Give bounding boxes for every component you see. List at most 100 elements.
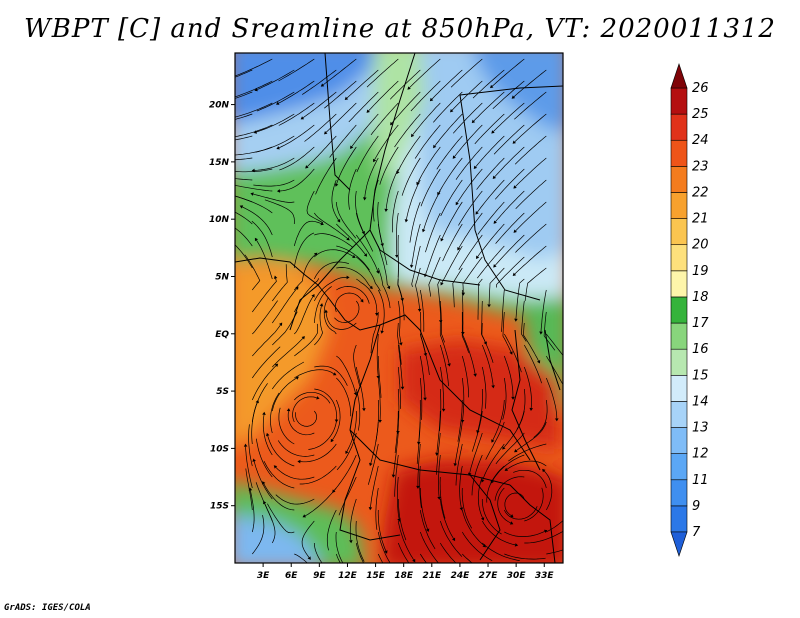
streamline xyxy=(462,256,483,293)
streamline-arrowhead xyxy=(330,438,334,443)
streamline-arrowhead xyxy=(438,320,443,324)
streamline xyxy=(336,355,356,393)
region-north-lightgreen xyxy=(372,53,425,175)
streamline-arrowhead xyxy=(320,83,325,87)
streamline-arrowhead xyxy=(396,430,400,434)
streamline xyxy=(476,157,505,190)
streamline xyxy=(546,333,563,356)
colorbar-label: 7 xyxy=(692,525,701,540)
streamline xyxy=(235,69,253,78)
streamline xyxy=(439,498,454,539)
streamline-arrowhead xyxy=(373,158,377,163)
streamline-arrowhead xyxy=(266,432,270,437)
streamline xyxy=(335,201,357,239)
streamline xyxy=(325,102,357,133)
streamline xyxy=(252,278,277,313)
streamline-arrowhead xyxy=(349,540,353,544)
streamline xyxy=(302,69,337,95)
colorbar-label: 16 xyxy=(692,342,709,357)
streamline xyxy=(245,468,253,511)
streamline xyxy=(475,135,505,168)
region-northeast-blue xyxy=(474,53,563,130)
streamline-arrowhead xyxy=(437,191,441,196)
streamline xyxy=(251,365,277,401)
streamline-arrowhead xyxy=(337,219,341,223)
streamline-arrowhead xyxy=(295,286,299,290)
streamline-arrowhead xyxy=(440,238,444,242)
streamline xyxy=(242,206,273,236)
streamline xyxy=(419,465,422,508)
streamline-arrowhead xyxy=(230,116,233,119)
streamline-arrowhead xyxy=(423,397,427,401)
streamline xyxy=(431,69,463,100)
lon-tick-label: 27E xyxy=(479,571,499,581)
streamline xyxy=(485,421,505,460)
streamline-arrowhead xyxy=(509,351,513,355)
streamline xyxy=(482,542,520,561)
streamline xyxy=(524,267,547,302)
latitude-axis: 20N 15N 10N 5N EQ 5S 10S 15S xyxy=(209,101,235,512)
streamline xyxy=(461,531,493,562)
streamline xyxy=(543,470,553,511)
streamline xyxy=(336,432,357,471)
map-frame xyxy=(234,52,564,564)
streamline xyxy=(417,443,421,486)
streamline xyxy=(377,267,391,309)
region-southwest-blue xyxy=(235,515,320,563)
streamline-arrowhead xyxy=(512,140,516,144)
streamline xyxy=(396,476,400,519)
streamline-arrowhead xyxy=(334,419,339,423)
streamline-arrowhead xyxy=(529,407,533,412)
streamline xyxy=(271,377,297,412)
streamline xyxy=(251,402,258,445)
streamline-arrowhead xyxy=(297,459,301,464)
streamline-arrowhead xyxy=(376,270,380,274)
streamline-arrowhead xyxy=(513,185,517,189)
streamline xyxy=(459,465,463,508)
streamline xyxy=(235,227,253,247)
streamline xyxy=(299,465,337,485)
border-line xyxy=(544,329,561,391)
streamline xyxy=(333,454,357,491)
streamline-arrowhead xyxy=(396,170,400,175)
region-northwest-blue xyxy=(235,53,376,124)
colorbar-label: 11 xyxy=(692,473,709,488)
streamline xyxy=(546,549,563,555)
streamline xyxy=(370,465,379,508)
streamline xyxy=(367,443,379,485)
streamline xyxy=(439,476,446,519)
streamline-arrowhead xyxy=(228,154,231,158)
streamline xyxy=(503,506,538,520)
streamline xyxy=(323,297,337,335)
streamline xyxy=(401,157,421,196)
streamline-arrowhead xyxy=(510,514,514,518)
streamline xyxy=(235,135,253,141)
streamline xyxy=(355,366,365,409)
streamline xyxy=(308,421,337,450)
streamline xyxy=(235,113,253,120)
colorbar-band xyxy=(670,401,688,428)
streamline-arrowhead xyxy=(435,452,439,456)
streamline xyxy=(397,344,403,387)
streamline xyxy=(433,91,463,123)
streamline-arrowhead xyxy=(400,297,404,302)
streamline xyxy=(397,542,410,563)
border-line xyxy=(509,484,556,563)
streamline-arrowhead xyxy=(539,331,543,335)
streamline xyxy=(545,355,563,386)
streamline-arrowhead xyxy=(447,363,451,367)
streamline xyxy=(482,443,505,480)
lat-tick-label: 5S xyxy=(216,387,229,397)
streamline-arrowhead xyxy=(324,309,328,313)
streamline xyxy=(356,278,378,313)
streamline xyxy=(235,91,253,99)
streamline xyxy=(461,509,484,546)
streamline-arrowhead xyxy=(482,543,486,548)
streamline xyxy=(415,267,421,310)
streamline xyxy=(356,256,381,292)
streamline xyxy=(301,520,315,558)
streamline xyxy=(440,179,463,217)
colorbar-label: 22 xyxy=(692,185,709,200)
streamline xyxy=(438,454,441,497)
